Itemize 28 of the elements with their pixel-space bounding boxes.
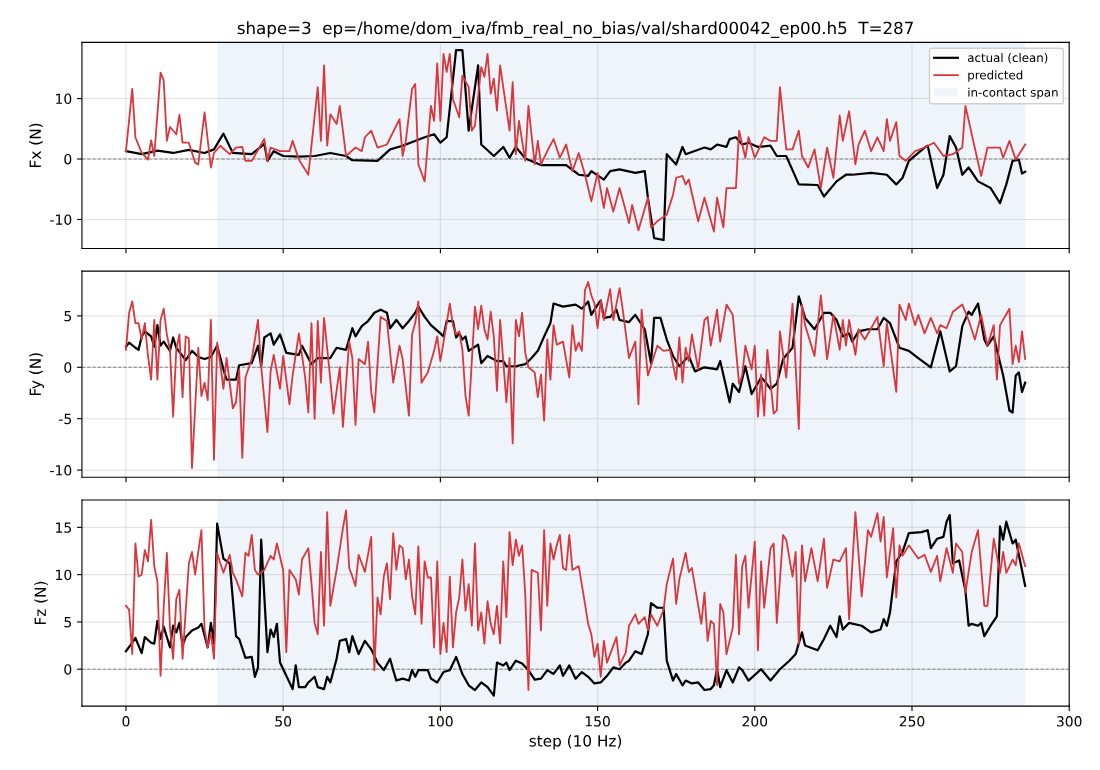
x-tick-label: 50 xyxy=(275,716,292,727)
y-axis-title: Fx (N) xyxy=(29,123,43,167)
y-axis-title: Fy (N) xyxy=(29,353,44,396)
y-axis-title: Fz (N) xyxy=(34,581,48,625)
band-label: in-contact span xyxy=(968,87,1058,100)
x-tick-label: 150 xyxy=(585,716,610,727)
chart-title: shape=3 ep=/home/dom_iva/fmb_real_no_bias/val/shard00042_ep00.h5 T=287 xyxy=(237,21,913,38)
y-tick-label: -5 xyxy=(59,413,72,425)
x-tick-label: 200 xyxy=(742,716,768,727)
y-tick-label: 10 xyxy=(56,569,72,581)
y-tick-label: 5 xyxy=(64,617,72,628)
x-tick-label: 100 xyxy=(428,716,453,727)
legend-label: actual (clean) xyxy=(967,52,1048,64)
line-series xyxy=(125,281,1027,469)
y-tick-label: 5 xyxy=(64,311,72,322)
x-tick-label: 0 xyxy=(122,716,130,727)
y-tick-label: 0 xyxy=(64,153,72,165)
x-tick-label: 300 xyxy=(1057,716,1082,727)
y-tick-label: 10 xyxy=(56,93,72,105)
y-tick-label: 0 xyxy=(64,664,72,675)
y-tick-label: -10 xyxy=(50,465,72,476)
y-tick-label: 15 xyxy=(56,522,72,533)
legend-label: predicted xyxy=(968,70,1023,82)
y-tick-label: 0 xyxy=(64,362,72,373)
y-tick-label: -10 xyxy=(50,214,72,225)
x-tick-label: 250 xyxy=(899,716,925,727)
line-series xyxy=(124,295,1027,414)
x-axis-title: step (10 Hz) xyxy=(529,734,622,750)
